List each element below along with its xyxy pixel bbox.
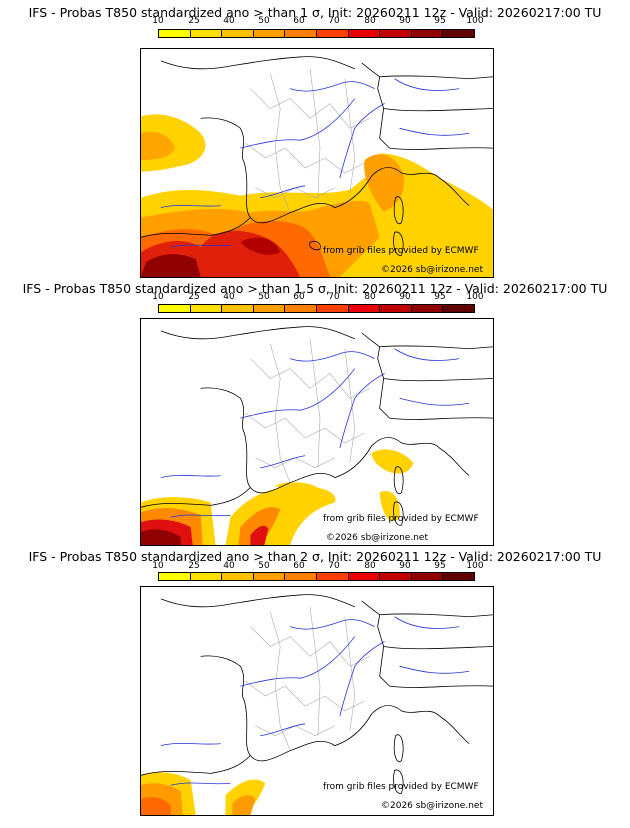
- colorbar-swatch: [285, 305, 317, 312]
- colorbar-ticks: 10 25 40 50 60 70 80 90 95 100: [140, 292, 494, 304]
- colorbar-tick: 10: [152, 561, 164, 571]
- colorbar: [158, 304, 475, 313]
- credit-copyright: ©2026 sb@irizone.net: [326, 533, 428, 543]
- colorbar-tick: 10: [152, 16, 164, 26]
- colorbar-swatch: [348, 305, 381, 312]
- colorbar-tick: 50: [258, 292, 270, 302]
- colorbar-swatch: [443, 30, 474, 37]
- colorbar-swatch: [190, 305, 223, 312]
- colorbar-swatch: [285, 573, 317, 580]
- probability-map: from grib files provided by ECMWF ©2026 …: [140, 48, 494, 278]
- colorbar-tick: 80: [364, 561, 376, 571]
- colorbar-swatch: [443, 305, 474, 312]
- probability-field: [141, 772, 266, 815]
- panel-1sigma: IFS - Probas T850 standardized ano > tha…: [0, 0, 630, 278]
- colorbar-tick: 60: [293, 16, 305, 26]
- probability-map: from grib files provided by ECMWF ©2026 …: [140, 586, 494, 816]
- colorbar-swatch: [348, 30, 381, 37]
- colorbar-tick: 90: [399, 561, 411, 571]
- panel-title: IFS - Probas T850 standardized ano > tha…: [28, 5, 602, 20]
- credit-source: from grib files provided by ECMWF: [323, 514, 479, 524]
- colorbar-swatch: [253, 30, 286, 37]
- colorbar-swatch: [253, 573, 286, 580]
- colorbar-tick: 10: [152, 292, 164, 302]
- colorbar-tick: 90: [399, 16, 411, 26]
- colorbar-swatch: [159, 573, 191, 580]
- colorbar-swatch: [380, 30, 412, 37]
- colorbar-swatch: [285, 30, 317, 37]
- colorbar-swatch: [190, 573, 223, 580]
- colorbar-swatch: [411, 305, 444, 312]
- credit-copyright: ©2026 sb@irizone.net: [381, 265, 483, 275]
- map-svg: [141, 326, 493, 545]
- rivers: [160, 348, 470, 518]
- colorbar-swatch: [443, 573, 474, 580]
- colorbar-swatch: [411, 573, 444, 580]
- colorbar-swatch: [222, 30, 254, 37]
- colorbar-tick: 70: [328, 561, 340, 571]
- colorbar-tick: 80: [364, 16, 376, 26]
- map-svg: [141, 56, 493, 277]
- coastlines: [141, 56, 493, 256]
- colorbar-swatch: [222, 573, 254, 580]
- colorbar-swatch: [348, 573, 381, 580]
- admin-boundaries: [245, 606, 370, 751]
- colorbar-swatch: [159, 305, 191, 312]
- colorbar-swatch: [316, 305, 349, 312]
- panel-2sigma: IFS - Probas T850 standardized ano > tha…: [0, 548, 630, 828]
- colorbar-tick: 50: [258, 561, 270, 571]
- credit-source: from grib files provided by ECMWF: [323, 246, 479, 256]
- probability-field: [141, 449, 414, 545]
- colorbar-tick: 90: [399, 292, 411, 302]
- colorbar-swatch: [190, 30, 223, 37]
- colorbar-tick: 40: [223, 561, 235, 571]
- colorbar-swatch: [316, 573, 349, 580]
- colorbar: [158, 29, 475, 38]
- admin-boundaries: [245, 68, 370, 213]
- colorbar-swatch: [380, 305, 412, 312]
- colorbar-tick: 40: [223, 16, 235, 26]
- colorbar-tick: 25: [188, 561, 200, 571]
- colorbar-tick: 100: [466, 561, 484, 571]
- colorbar-swatch: [159, 30, 191, 37]
- colorbar-tick: 60: [293, 561, 305, 571]
- coastlines: [141, 594, 493, 794]
- colorbar-ticks: 10 25 40 50 60 70 80 90 95 100: [140, 16, 494, 28]
- probability-map: from grib files provided by ECMWF ©2026 …: [140, 318, 494, 546]
- colorbar-tick: 40: [223, 292, 235, 302]
- rivers: [160, 78, 470, 248]
- colorbar-tick: 25: [188, 292, 200, 302]
- colorbar-tick: 95: [434, 561, 446, 571]
- colorbar-swatch: [411, 30, 444, 37]
- colorbar-swatch: [253, 305, 286, 312]
- credit-copyright: ©2026 sb@irizone.net: [381, 801, 483, 811]
- colorbar-tick: 60: [293, 292, 305, 302]
- colorbar-swatch: [222, 305, 254, 312]
- colorbar-tick: 50: [258, 16, 270, 26]
- colorbar-tick: 70: [328, 16, 340, 26]
- colorbar-swatch: [380, 573, 412, 580]
- rivers: [160, 616, 470, 786]
- panel-1-5sigma: IFS - Probas T850 standardized ano > tha…: [0, 278, 630, 548]
- colorbar-tick: 95: [434, 292, 446, 302]
- map-svg: [141, 594, 493, 815]
- colorbar-tick: 70: [328, 292, 340, 302]
- colorbar-tick: 80: [364, 292, 376, 302]
- colorbar-tick: 25: [188, 16, 200, 26]
- colorbar-tick: 100: [466, 292, 484, 302]
- panel-title: IFS - Probas T850 standardized ano > tha…: [28, 549, 602, 564]
- colorbar-ticks: 10 25 40 50 60 70 80 90 95 100: [140, 561, 494, 573]
- colorbar-swatch: [316, 30, 349, 37]
- colorbar-tick: 95: [434, 16, 446, 26]
- credit-source: from grib files provided by ECMWF: [323, 782, 479, 792]
- panel-title: IFS - Probas T850 standardized ano > tha…: [22, 281, 608, 296]
- colorbar: [158, 572, 475, 581]
- colorbar-tick: 100: [466, 16, 484, 26]
